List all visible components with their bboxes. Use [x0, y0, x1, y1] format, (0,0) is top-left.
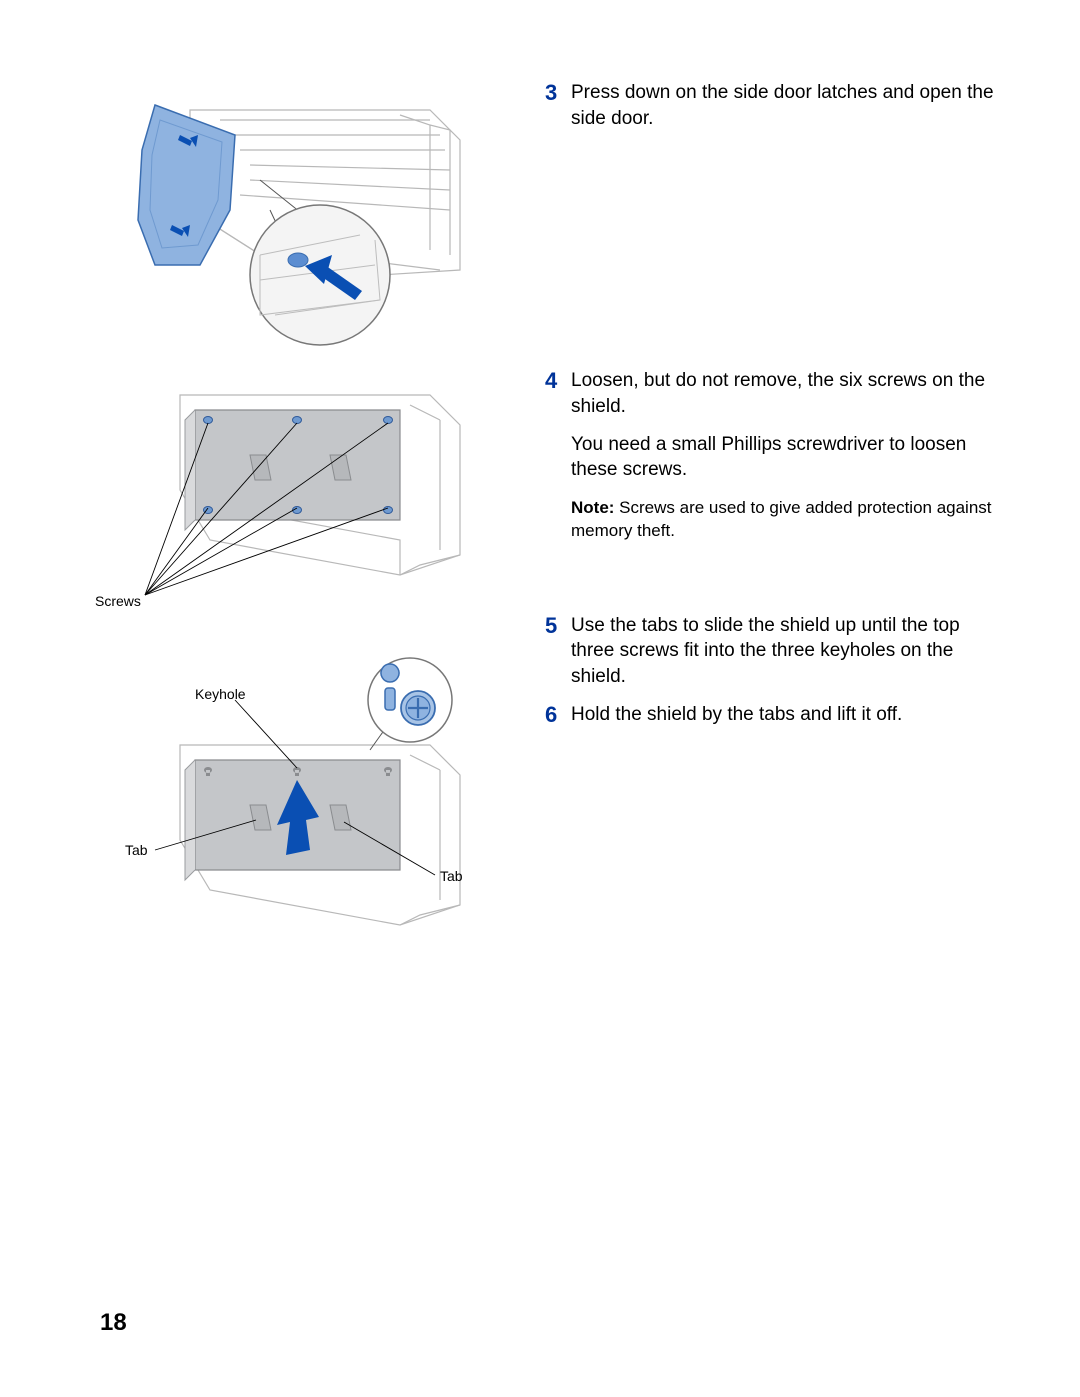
label-keyhole: Keyhole [195, 686, 246, 702]
step-number: 5 [545, 613, 561, 639]
note-label: Note: [571, 498, 614, 517]
step-number: 4 [545, 368, 561, 394]
figure-step5-6: Keyhole Tab Tab [100, 650, 500, 940]
step-text: Use the tabs to slide the shield up unti… [571, 613, 995, 690]
step-5: 5 Use the tabs to slide the shield up un… [545, 613, 995, 690]
label-screws: Screws [95, 593, 141, 609]
step-text: Press down on the side door latches and … [571, 80, 995, 131]
label-tab-right: Tab [440, 868, 463, 884]
step-6: 6 Hold the shield by the tabs and lift i… [545, 702, 995, 728]
step-text: Hold the shield by the tabs and lift it … [571, 702, 902, 728]
step-3: 3 Press down on the side door latches an… [545, 80, 995, 131]
illustration-side-door [100, 80, 500, 350]
page-number: 18 [100, 1309, 127, 1337]
note-text: Screws are used to give added protection… [571, 498, 992, 540]
step-4: 4 Loosen, but do not remove, the six scr… [545, 368, 995, 419]
step-text: Loosen, but do not remove, the six screw… [571, 368, 995, 419]
step-4-para: You need a small Phillips screwdriver to… [571, 432, 995, 483]
label-tab-left: Tab [125, 842, 148, 858]
step-4-note: Note: Screws are used to give added prot… [571, 497, 995, 543]
figures-column: Screws [100, 80, 520, 970]
figure-step3 [100, 80, 500, 350]
illustration-shield-remove [100, 650, 500, 940]
step-number: 3 [545, 80, 561, 106]
step-number: 6 [545, 702, 561, 728]
illustration-shield-screws [100, 380, 500, 620]
page: Screws [0, 0, 1080, 1397]
text-column: 3 Press down on the side door latches an… [545, 80, 995, 740]
figure-step4: Screws [100, 380, 500, 620]
